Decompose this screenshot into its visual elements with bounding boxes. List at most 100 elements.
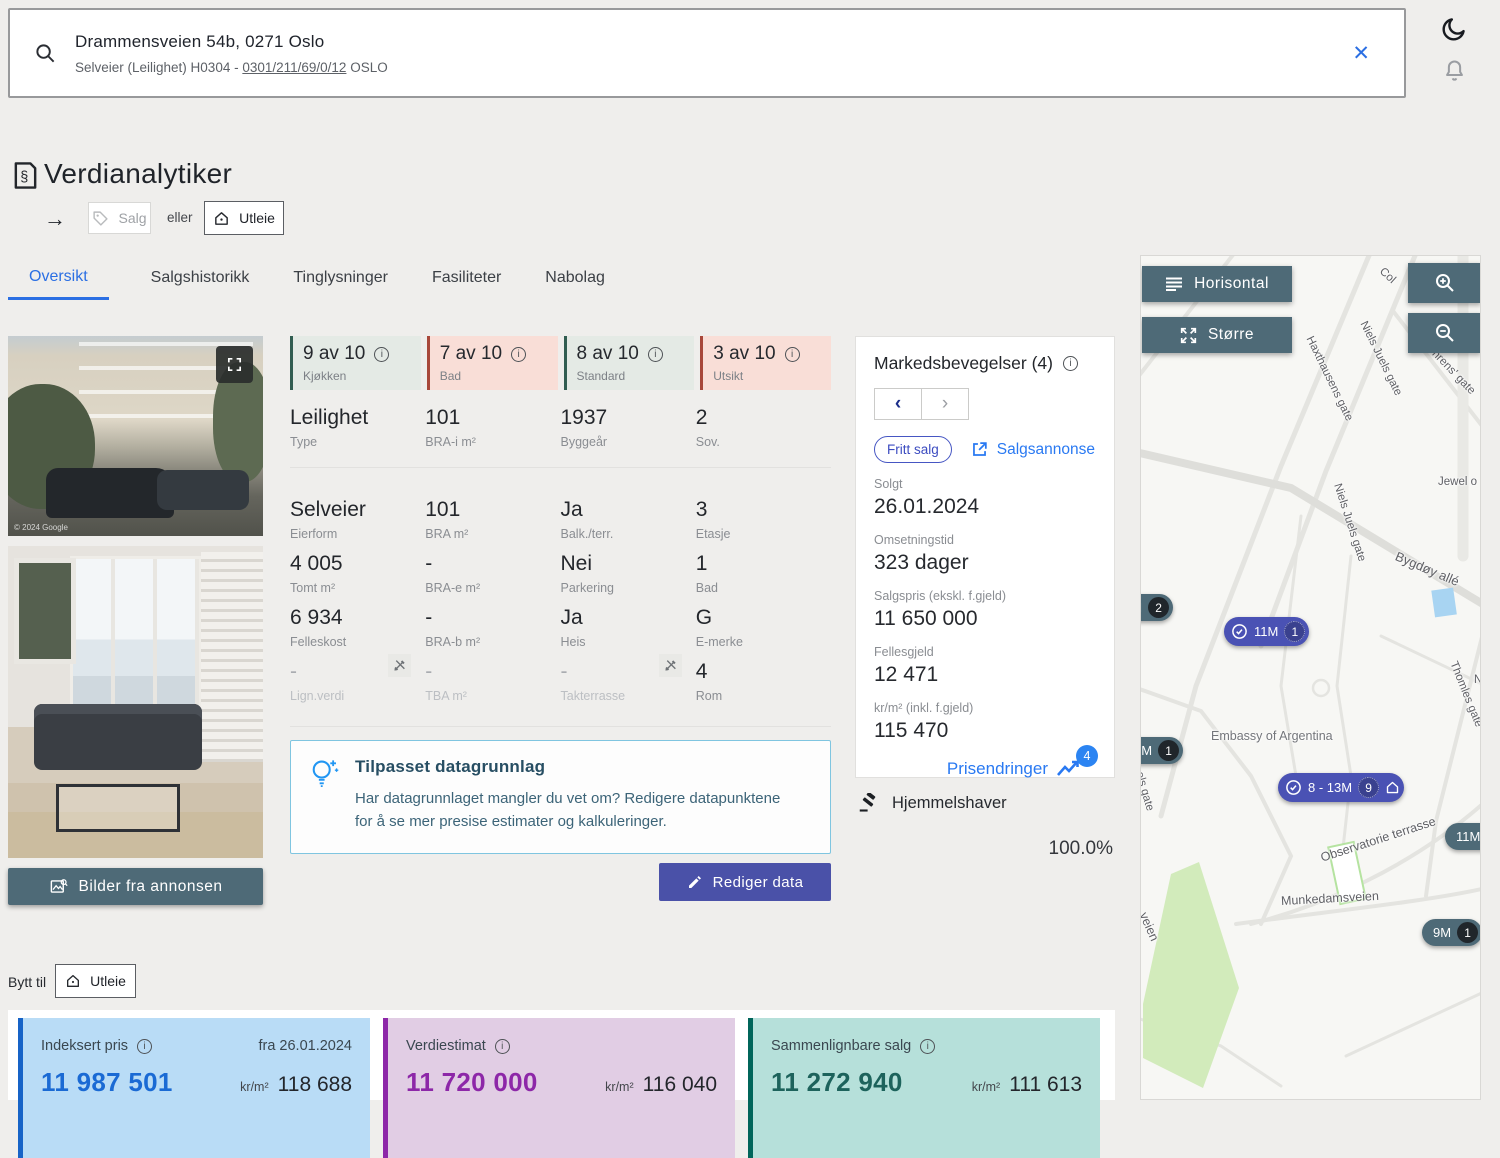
close-icon[interactable]: ✕: [1342, 37, 1380, 70]
estimates-panel: Indeksert pris fra 26.01.2024 11 987 501…: [8, 1010, 1115, 1100]
tab-nabolag[interactable]: Nabolag: [543, 269, 607, 300]
dark-mode-toggle[interactable]: [1440, 14, 1469, 43]
street-view-photo: © 2024 Google: [8, 336, 263, 536]
page-title: Verdianalytiker: [44, 158, 232, 190]
google-credit: © 2024 Google: [14, 523, 68, 532]
infobox-text: Har datagrunnlaget mangler du vet om? Re…: [355, 787, 780, 834]
pencil-icon: [687, 874, 703, 890]
detail-type: LeilighetType: [290, 406, 425, 449]
info-icon[interactable]: [1063, 356, 1078, 371]
info-icon[interactable]: [511, 347, 526, 362]
score-cards: 9 av 10 Kjøkken 7 av 10 Bad 8 av 10 Stan…: [290, 336, 831, 390]
comparable-sales-value: 11 272 940: [771, 1067, 903, 1098]
zoom-in-button[interactable]: [1408, 263, 1481, 303]
coffee-table-shape: [56, 784, 180, 832]
estimate-value: 11 720 000: [406, 1067, 538, 1098]
salgsannonse-link[interactable]: Salgsannonse: [970, 440, 1095, 459]
hjemmelshaver-section[interactable]: Hjemmelshaver: [858, 793, 1007, 814]
detail-takterrasse: -Takterrasse: [561, 660, 696, 714]
check-circle-icon: [1231, 623, 1248, 640]
sammenlignbare-salg-card: Sammenlignbare salg 11 272 940 kr/m²111 …: [748, 1018, 1100, 1158]
info-icon[interactable]: [374, 347, 389, 362]
detail-bra-e: -BRA-e m²: [425, 552, 560, 606]
detail-tba: -TBA m²: [425, 660, 560, 714]
window-shape: [70, 556, 202, 708]
edit-tools-icon[interactable]: [659, 654, 682, 677]
car-shape: [46, 468, 174, 518]
sofa-shape: [34, 704, 202, 770]
check-circle-icon: [1285, 779, 1302, 796]
detail-bra-i: 101BRA-i m²: [425, 406, 560, 449]
cadastre-link[interactable]: 0301/211/69/0/12: [242, 60, 346, 75]
detail-heis: JaHeis: [561, 606, 696, 660]
bytt-til-label: Bytt til: [8, 974, 46, 990]
map-pin[interactable]: 8 - 13M9: [1278, 773, 1404, 802]
horisontal-layout-button[interactable]: Horisontal: [1142, 266, 1292, 302]
info-icon[interactable]: [920, 1039, 935, 1054]
house-icon: [213, 210, 230, 227]
tab-oversikt[interactable]: Oversikt: [8, 268, 109, 300]
park-area: [1143, 862, 1239, 1088]
map-pin[interactable]: 9M1: [1422, 919, 1481, 946]
info-icon[interactable]: [785, 347, 800, 362]
score-bad: 7 av 10 Bad: [427, 336, 558, 390]
map[interactable]: Haxthausens gate Col Niels Juels gate Be…: [1140, 255, 1481, 1100]
street-label: N: [1474, 674, 1481, 686]
market-field-omsetningstid: Omsetningstid323 dager: [874, 533, 1096, 575]
map-pin[interactable]: 0M2: [1140, 594, 1173, 621]
details-grid: SelveierEierform 101BRA m² JaBalk./terr.…: [290, 498, 831, 727]
market-field-salgspris: Salgspris (ekskl. f.gjeld)11 650 000: [874, 589, 1096, 631]
detail-etasje: 3Etasje: [696, 498, 831, 552]
market-title: Markedsbevegelser (4): [874, 353, 1053, 374]
verdiestimat-card: Verdiestimat 11 720 000 kr/m²116 040: [383, 1018, 735, 1158]
utleie-toggle-button[interactable]: Utleie: [204, 201, 284, 235]
rediger-data-button[interactable]: Rediger data: [659, 863, 831, 901]
image-search-icon: [49, 877, 68, 896]
next-button[interactable]: ›: [921, 388, 969, 420]
map-pin[interactable]: 11M: [1445, 823, 1481, 850]
info-icon[interactable]: [495, 1039, 510, 1054]
info-icon[interactable]: [137, 1039, 152, 1054]
bell-icon: [1441, 57, 1468, 84]
detail-balkong: JaBalk./terr.: [561, 498, 696, 552]
bilder-fra-annonsen-button[interactable]: Bilder fra annonsen: [8, 868, 263, 905]
salg-toggle-button[interactable]: Salg: [88, 202, 151, 234]
fullscreen-button[interactable]: [216, 346, 253, 383]
score-standard: 8 av 10 Standard: [564, 336, 695, 390]
detail-sov: 2Sov.: [696, 406, 831, 449]
tab-fasiliteter[interactable]: Fasiliteter: [430, 269, 503, 300]
detail-emerke: GE-merke: [696, 606, 831, 660]
indeksert-pris-card: Indeksert pris fra 26.01.2024 11 987 501…: [18, 1018, 370, 1158]
bytt-til-utleie-button[interactable]: Utleie: [55, 964, 136, 998]
edit-tools-icon[interactable]: [388, 654, 411, 677]
market-field-kvmpris: kr/m² (inkl. f.gjeld)115 470: [874, 701, 1096, 743]
search-icon: [34, 42, 57, 65]
indexed-price-value: 11 987 501: [41, 1067, 173, 1098]
ownership-share: 100.0%: [955, 838, 1113, 860]
zoom-in-icon: [1433, 271, 1457, 295]
tag-icon: [92, 210, 109, 227]
rows-icon: [1165, 276, 1183, 292]
tab-tinglysninger[interactable]: Tinglysninger: [291, 269, 390, 300]
prev-button[interactable]: ‹: [874, 388, 922, 420]
detail-eierform: SelveierEierform: [290, 498, 425, 552]
info-icon[interactable]: [648, 347, 663, 362]
map-pin[interactable]: 4M1: [1140, 737, 1183, 764]
prisendringer-count-badge: 4: [1076, 745, 1098, 767]
notifications-button[interactable]: [1441, 57, 1468, 84]
poi-label: Embassy of Argentina: [1211, 729, 1333, 743]
tab-salgshistorikk[interactable]: Salgshistorikk: [149, 269, 252, 300]
arrow-right-icon: →: [44, 206, 66, 232]
map-pin[interactable]: 11M1: [1224, 617, 1309, 646]
larger-map-button[interactable]: Større: [1142, 317, 1292, 353]
expand-icon: [1180, 327, 1197, 344]
interior-photo: [8, 546, 263, 858]
zoom-out-button[interactable]: [1408, 313, 1481, 353]
lightbulb-sparkle-icon: [309, 757, 339, 837]
search-result-bar[interactable]: Drammensveien 54b, 0271 Oslo Selveier (L…: [8, 8, 1406, 98]
fritt-salg-badge[interactable]: Fritt salg: [874, 436, 952, 463]
car-shape: [157, 470, 249, 510]
detail-bra: 101BRA m²: [425, 498, 560, 552]
fullscreen-icon: [226, 356, 243, 373]
prisendringer-link[interactable]: Prisendringer 4: [874, 759, 1096, 779]
